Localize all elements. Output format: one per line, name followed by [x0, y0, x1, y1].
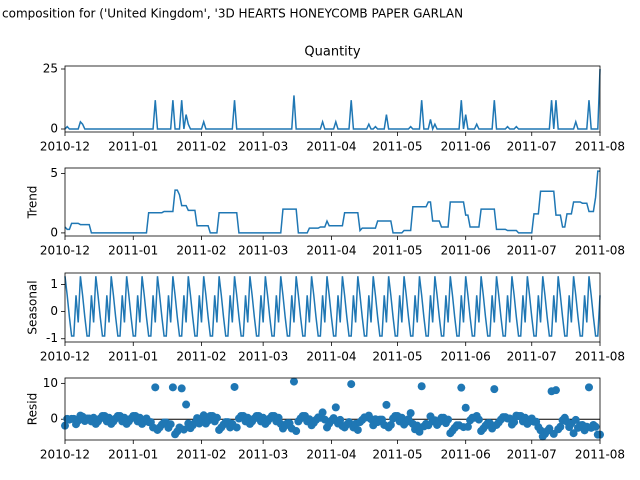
resid-point [232, 423, 241, 432]
resid-point [166, 420, 175, 429]
resid-point [457, 383, 466, 392]
resid-point [591, 422, 600, 431]
resid-point [331, 403, 340, 412]
x-tick-label: 2011-08 [575, 350, 625, 364]
resid-point [415, 427, 424, 436]
resid-point [179, 425, 188, 434]
resid-point [406, 409, 415, 418]
resid-point [177, 384, 186, 393]
resid-point [230, 382, 239, 391]
resid-point [382, 400, 391, 409]
x-tick-label: 2011-08 [575, 140, 625, 154]
x-tick-label: 2010-12 [40, 244, 90, 258]
resid-point [461, 403, 470, 412]
resid-point [545, 424, 554, 433]
resid-point [569, 429, 578, 438]
resid-point [212, 413, 221, 422]
x-tick-label: 2011-06 [441, 140, 491, 154]
x-tick-label: 2011-07 [507, 448, 557, 462]
resid-point [551, 386, 560, 395]
x-tick-label: 2011-04 [306, 140, 356, 154]
x-tick-label: 2011-08 [575, 448, 625, 462]
x-tick-label: 2011-02 [176, 244, 226, 258]
resid-point [386, 420, 395, 429]
resid-point [151, 383, 160, 392]
resid-point [347, 380, 356, 389]
resid-point [274, 413, 283, 422]
x-tick-label: 2011-04 [306, 448, 356, 462]
resid-point [292, 427, 301, 436]
x-tick-label: 2011-06 [441, 350, 491, 364]
x-tick-label: 2011-04 [306, 350, 356, 364]
x-tick-label: 2011-07 [507, 140, 557, 154]
x-tick-label: 2011-05 [372, 140, 422, 154]
resid-point [584, 383, 593, 392]
resid-point [336, 415, 345, 424]
axes-frame [64, 377, 601, 441]
x-tick-label: 2011-06 [441, 244, 491, 258]
resid-point [510, 418, 519, 427]
resid-point [182, 400, 191, 409]
resid-point [571, 415, 580, 424]
y-tick-label: 0 [50, 304, 58, 318]
resid-point [353, 425, 362, 434]
x-tick-label: 2011-02 [176, 140, 226, 154]
x-tick-label: 2011-03 [238, 140, 288, 154]
resid-point [474, 415, 483, 424]
x-tick-label: 2011-01 [108, 140, 158, 154]
axes-frame [64, 65, 601, 133]
resid-point [490, 385, 499, 394]
resid-point [329, 414, 338, 423]
y-axis-label: Seasonal [26, 280, 40, 334]
x-tick-label: 2011-05 [372, 448, 422, 462]
y-tick-label: -1 [46, 331, 58, 345]
x-tick-label: 2011-01 [108, 350, 158, 364]
y-axis-label: Trend [26, 186, 40, 220]
chart-title: composition for ('United Kingdom', '3D H… [2, 7, 463, 21]
y-tick-label: 5 [50, 166, 58, 180]
resid-point [556, 422, 565, 431]
x-tick-label: 2011-01 [108, 244, 158, 258]
x-tick-label: 2010-12 [40, 140, 90, 154]
resid-point [289, 377, 298, 386]
series-line [64, 276, 601, 337]
y-tick-label: 25 [43, 62, 58, 76]
series-line [64, 68, 601, 132]
axes-frame [64, 272, 601, 343]
x-tick-label: 2010-12 [40, 350, 90, 364]
x-tick-label: 2011-02 [176, 350, 226, 364]
resid-point [199, 411, 208, 420]
resid-point [463, 422, 472, 431]
x-tick-label: 2011-03 [238, 350, 288, 364]
y-tick-label: 0 [50, 225, 58, 239]
x-tick-label: 2011-07 [507, 244, 557, 258]
x-tick-label: 2011-08 [575, 244, 625, 258]
x-tick-label: 2011-04 [306, 244, 356, 258]
resid-point [413, 421, 422, 430]
resid-point [444, 415, 453, 424]
x-tick-label: 2011-06 [441, 448, 491, 462]
x-tick-label: 2011-01 [108, 448, 158, 462]
panel-title: Quantity [304, 45, 360, 60]
x-tick-label: 2011-07 [507, 350, 557, 364]
y-tick-label: 0 [50, 122, 58, 136]
x-tick-label: 2011-03 [238, 244, 288, 258]
y-tick-label: 10 [43, 376, 58, 390]
series-line [64, 170, 600, 234]
resid-point [417, 382, 426, 391]
y-axis-label: Resid [26, 393, 40, 425]
y-tick-label: 0 [50, 412, 58, 426]
x-tick-label: 2011-03 [238, 448, 288, 462]
x-tick-label: 2011-02 [176, 448, 226, 462]
resid-point [168, 383, 177, 392]
x-tick-label: 2011-05 [372, 350, 422, 364]
resid-point [345, 418, 354, 427]
y-tick-label: 1 [50, 277, 58, 291]
axes-frame [64, 167, 601, 237]
x-tick-label: 2011-05 [372, 244, 422, 258]
resid-point [318, 408, 327, 417]
x-tick-label: 2010-12 [40, 448, 90, 462]
